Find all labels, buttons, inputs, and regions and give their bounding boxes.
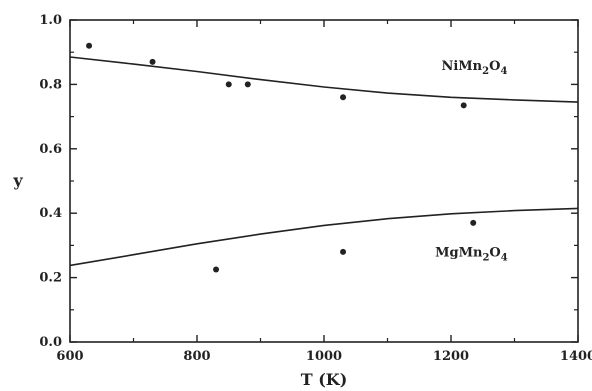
x-tick-label: 1400	[560, 349, 592, 364]
series-label-nimn2o4: NiMn2O4	[441, 59, 507, 77]
data-points	[86, 42, 477, 273]
y-tick-label: 1.0	[39, 13, 62, 28]
y-tick-label: 0.8	[39, 77, 62, 92]
fit-curves	[69, 56, 579, 267]
data-point-mgmn2o4	[340, 248, 347, 255]
x-axis: 600 800 1000 1200 1400	[56, 20, 592, 364]
y-tick-label: 0.6	[39, 142, 62, 157]
y-tick-label: 0.0	[39, 335, 62, 350]
fit-curve-nimn2o4	[69, 56, 579, 103]
series-labels: NiMn2O4 MgMn2O4	[435, 59, 508, 264]
y-tick-label: 0.2	[39, 271, 62, 286]
data-point-mgmn2o4	[213, 266, 220, 273]
series-label-mgmn2o4: MgMn2O4	[435, 246, 508, 264]
data-point-nimn2o4	[460, 102, 467, 109]
data-point-nimn2o4	[225, 81, 232, 88]
x-tick-label: 1000	[306, 349, 342, 364]
x-tick-label: 1200	[433, 349, 469, 364]
x-tick-label: 800	[183, 349, 210, 364]
data-point-mgmn2o4	[470, 219, 477, 226]
y-axis-title: y	[12, 171, 23, 190]
x-axis-title: T (K)	[301, 370, 348, 389]
data-point-nimn2o4	[340, 94, 347, 101]
x-tick-label: 600	[56, 349, 83, 364]
data-point-nimn2o4	[149, 58, 156, 65]
data-point-nimn2o4	[244, 81, 251, 88]
fit-curve-mgmn2o4	[69, 207, 579, 267]
y-tick-label: 0.4	[39, 206, 62, 221]
y-axis: 0.0 0.2 0.4 0.6 0.8 1.0	[39, 13, 578, 350]
data-point-nimn2o4	[86, 42, 93, 49]
